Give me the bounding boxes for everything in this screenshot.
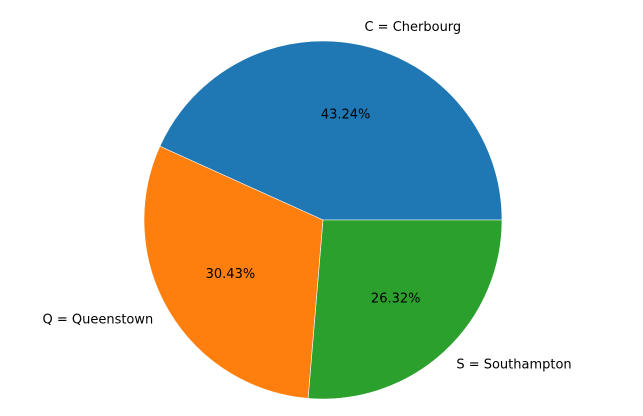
percentage-label: 43.24% bbox=[321, 108, 371, 123]
percentage-labels: 43.24% 30.43% 26.32% bbox=[206, 108, 421, 307]
category-label: Q = Queenstown bbox=[42, 312, 153, 327]
category-label: S = Southampton bbox=[456, 357, 571, 372]
category-labels: C = Cherbourg Q = Queenstown S = Southampt… bbox=[42, 20, 571, 372]
percentage-label: 30.43% bbox=[206, 267, 256, 282]
pie-slice-3 bbox=[307, 219, 503, 400]
pie-slice-2 bbox=[143, 145, 324, 399]
category-label: C = Cherbourg bbox=[364, 20, 461, 35]
slices-group bbox=[143, 40, 503, 400]
pie-slice-1 bbox=[159, 40, 503, 221]
percentage-label: 26.32% bbox=[371, 292, 421, 307]
